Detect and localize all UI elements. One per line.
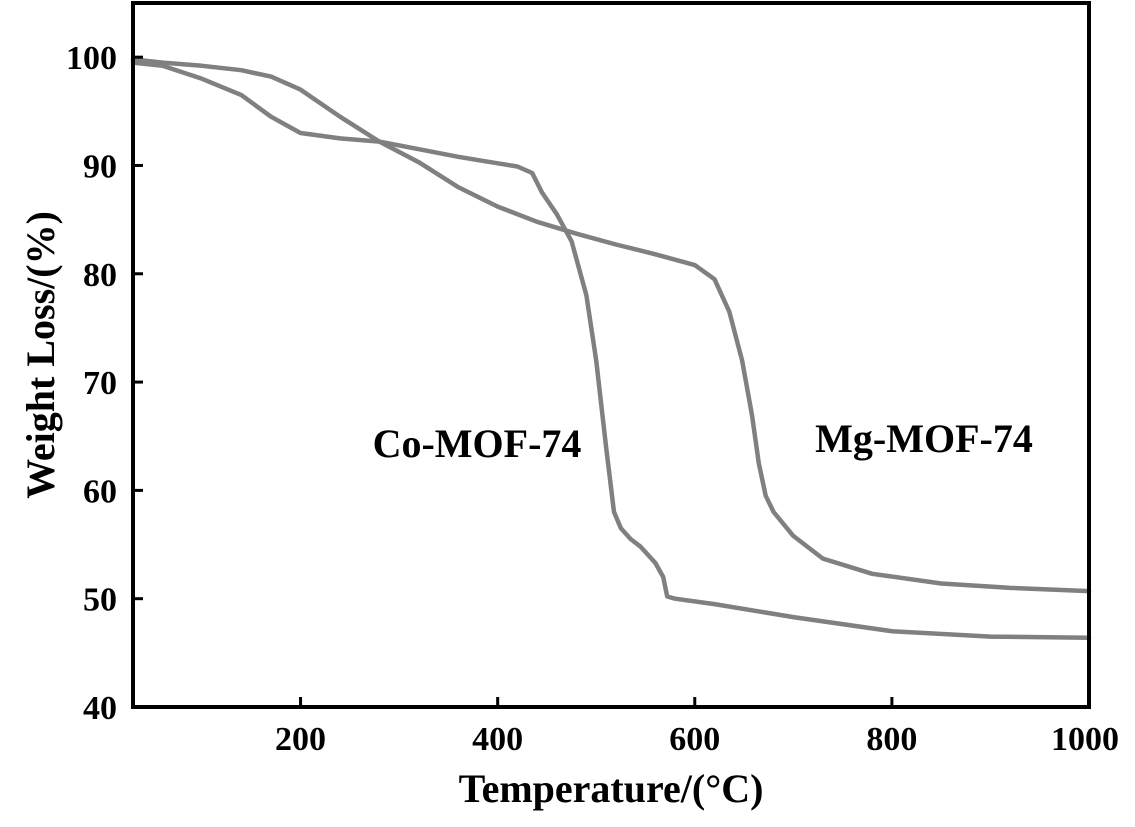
y-axis-title: Weight Loss/(%) [18, 211, 63, 499]
tick-layer [133, 55, 1091, 709]
x-tick-label: 600 [669, 721, 720, 758]
y-tick-label: 40 [83, 690, 117, 727]
y-tick-label: 70 [83, 365, 117, 402]
y-tick-label: 90 [83, 148, 117, 185]
x-tick-label: 800 [866, 721, 917, 758]
label-layer: 200 400 600 800 1000 40 50 60 70 80 90 100 Co-MOF-74… [66, 40, 1119, 758]
series-label-mg-mof-74: Mg-MOF-74 [815, 416, 1033, 461]
y-tick-label: 100 [66, 40, 117, 77]
x-tick-label: 400 [472, 721, 523, 758]
series-layer [130, 57, 1092, 640]
plot-frame [131, 1, 1091, 709]
y-tick-label: 80 [83, 257, 117, 294]
series-label-co-mof-74: Co-MOF-74 [373, 421, 582, 466]
x-tick-label: 200 [275, 721, 326, 758]
series-line-mg-mof-74 [130, 57, 1092, 594]
series-line-co-mof-74 [130, 60, 1092, 640]
x-tick-label: 1000 [1051, 721, 1119, 758]
x-axis-title: Temperature/(°C) [459, 766, 764, 811]
y-tick-label: 50 [83, 582, 117, 619]
y-tick-label: 60 [83, 473, 117, 510]
